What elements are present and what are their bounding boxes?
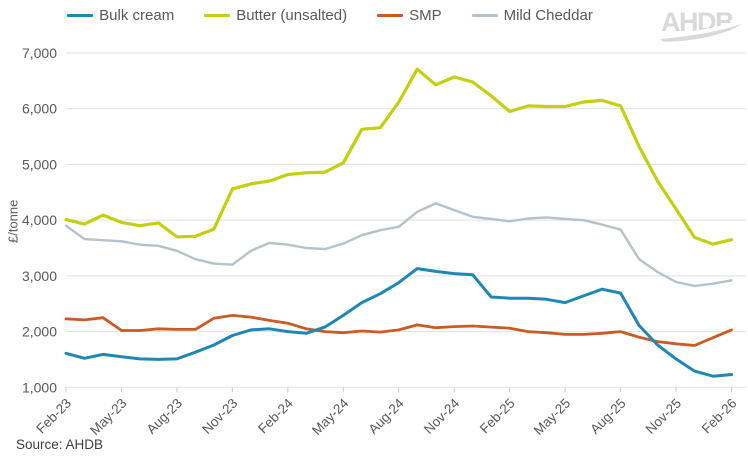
y-tick-label: 5,000 (22, 156, 57, 172)
x-tick-label: May-25 (531, 396, 573, 438)
x-tick-label: Feb-25 (477, 396, 518, 437)
y-tick-label: 3,000 (22, 268, 57, 284)
legend-marker-butter-unsalted (204, 13, 231, 18)
line-mild-cheddar (64, 202, 733, 288)
x-tick-label: Aug-25 (587, 396, 628, 437)
x-axis: Feb-23 May-23 Aug-23 Nov-23 Feb-24 May-24 Aug-… (33, 387, 740, 438)
x-tick-label: Nov-25 (643, 396, 684, 437)
legend-item-bulk-cream: Bulk cream (67, 7, 174, 24)
x-tick-label: May-24 (309, 395, 352, 438)
x-tick-label: Aug-23 (144, 396, 185, 437)
legend-label: Mild Cheddar (503, 7, 593, 24)
legend-label: Bulk cream (99, 7, 175, 24)
line-bulk-cream (64, 267, 733, 378)
x-tick-label: Nov-24 (421, 395, 463, 437)
x-tick-label: Feb-24 (255, 395, 296, 436)
line-smp (64, 313, 733, 347)
legend-label: SMP (409, 7, 442, 24)
y-axis-title: £/tonne (5, 199, 21, 243)
source-note: Source: AHDB (16, 437, 104, 452)
legend-marker-mild-cheddar (471, 13, 498, 18)
legend-item-butter-unsalted: Butter (unsalted) (204, 7, 347, 24)
x-tick-label: Nov-23 (199, 396, 240, 437)
x-tick-label: Feb-26 (699, 396, 740, 437)
line-butter-unsalted (64, 67, 734, 246)
y-axis-tick-labels: 1,000 2,000 3,000 4,000 5,000 6,000 7,000 (22, 45, 57, 395)
y-tick-label: 6,000 (22, 101, 57, 117)
y-tick-label: 1,000 (22, 379, 57, 395)
ahdb-logo-wave-gap (660, 19, 742, 39)
x-tick-label: Feb-23 (33, 396, 74, 437)
y-tick-label: 4,000 (22, 212, 57, 228)
y-tick-label: 7,000 (22, 45, 57, 61)
legend-label: Butter (unsalted) (236, 7, 348, 24)
ahdb-logo: AHDB (660, 7, 742, 42)
ahdb-logo-wave (660, 24, 742, 42)
legend-marker-bulk-cream (67, 13, 94, 18)
x-tick-label: May-23 (87, 396, 129, 438)
legend-marker-smp (377, 13, 404, 18)
chart-legend: Bulk cream Butter (unsalted) SMP Mild Chedd… (0, 7, 660, 24)
x-tick-label: Aug-24 (365, 395, 407, 437)
legend-item-mild-cheddar: Mild Cheddar (471, 7, 593, 24)
y-tick-label: 2,000 (22, 324, 57, 340)
legend-item-smp: SMP (377, 7, 442, 24)
